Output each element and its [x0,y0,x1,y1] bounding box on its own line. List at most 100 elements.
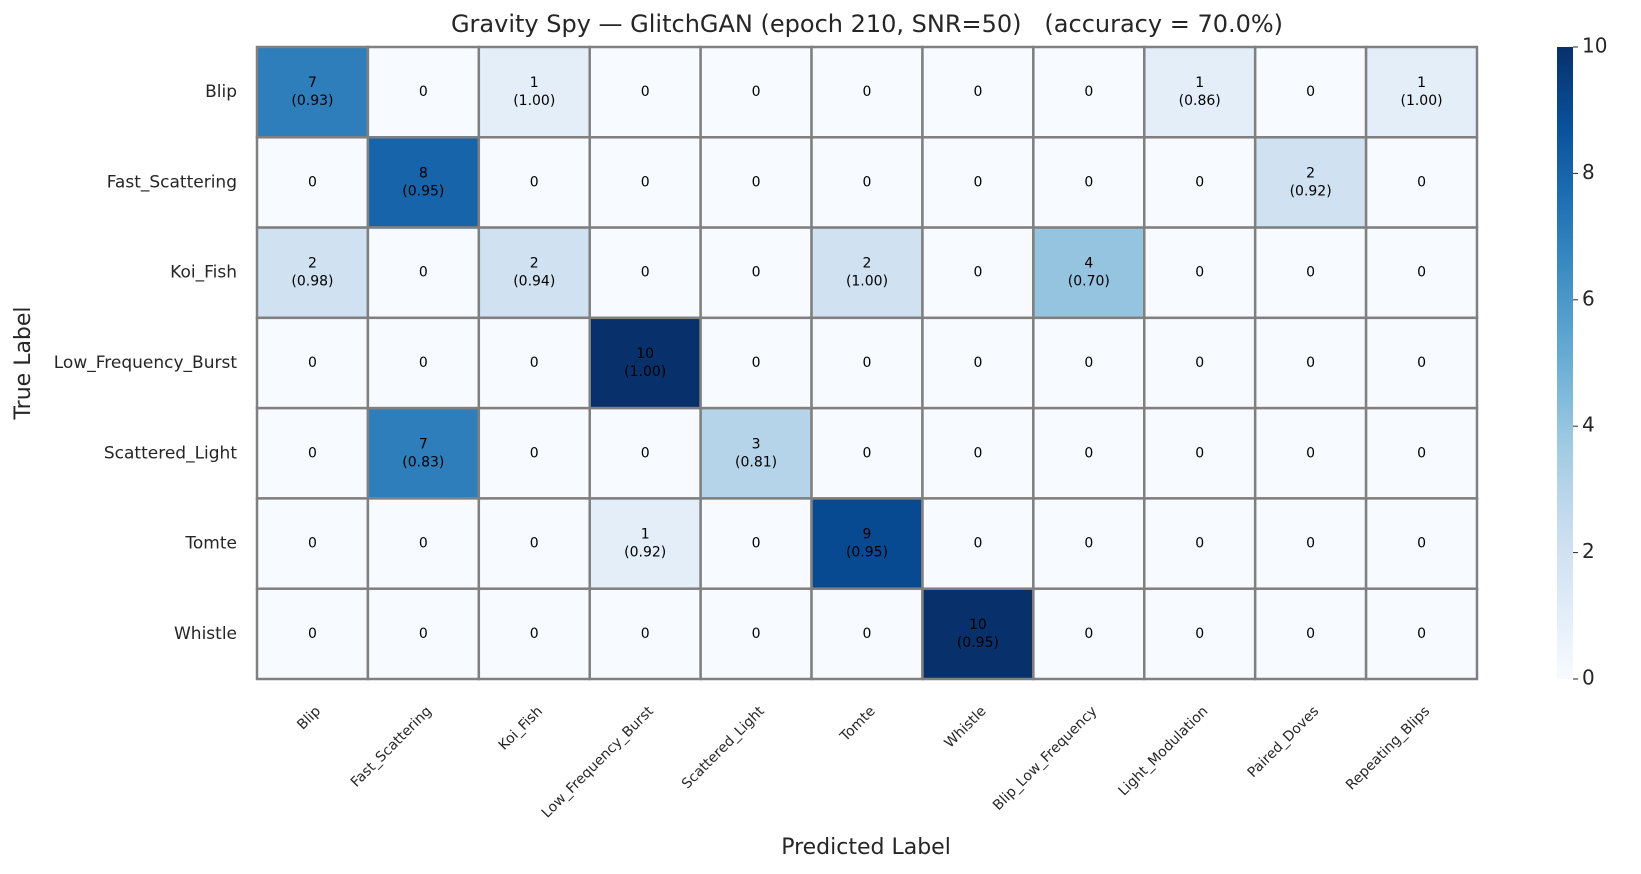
cell-count: 0 [973,445,982,461]
cell-count: 0 [419,84,428,100]
cell-confidence: (0.93) [291,93,333,109]
cell-count: 0 [308,536,317,552]
cell-count: 0 [1306,355,1315,371]
x-tick-label: Scattered_Light [679,703,768,792]
heatmap-cell [1364,45,1479,139]
cell-count: 0 [973,265,982,281]
heatmap-cell [366,45,481,139]
x-tick-label: Low_Frequency_Burst [539,703,657,821]
cell-count: 1 [1195,75,1204,91]
cell-count: 1 [641,527,650,543]
cell-count: 7 [419,436,428,452]
heatmap-cell [366,406,481,500]
cell-count: 0 [419,536,428,552]
heatmap-cell [1364,497,1479,590]
cell-count: 0 [973,174,982,190]
cell-count: 0 [530,536,539,552]
heatmap-cell [699,406,813,500]
cell-count: 10 [969,617,987,633]
cell-count: 0 [863,84,872,100]
heatmap-cell [1253,497,1368,590]
cell-count: 0 [419,265,428,281]
cell-count: 0 [641,445,650,461]
cell-confidence: (1.00) [1400,93,1442,109]
cell-confidence: (1.00) [513,93,555,109]
cell-count: 0 [752,174,761,190]
cell-confidence: (0.81) [735,454,777,470]
colorbar-tick-label: 8 [1582,160,1595,184]
cell-count: 0 [1417,265,1426,281]
heatmap-cell [1364,587,1479,681]
x-tick-label: Tomte [837,703,879,745]
heatmap-cell [921,316,1035,410]
heatmap-cell [699,497,813,590]
heatmap-cell [699,316,813,410]
cell-count: 3 [752,436,761,452]
cell-confidence: (0.83) [402,454,444,470]
cell-confidence: (0.94) [513,274,555,290]
heatmap-cell [588,406,702,500]
heatmap-cell [588,497,702,590]
cell-count: 0 [1195,174,1204,190]
cell-count: 0 [1306,626,1315,642]
heatmap-cell [588,226,702,320]
heatmap-cell [477,45,591,139]
cell-count: 0 [1417,626,1426,642]
cell-count: 0 [1195,355,1204,371]
y-axis-label: True Label [11,306,36,420]
y-tick-label: Tomte [184,534,237,554]
heatmap-cell [1364,226,1479,320]
cell-count: 0 [1084,355,1093,371]
heatmap-cell [1032,226,1146,320]
cell-count: 0 [1195,626,1204,642]
chart-title: Gravity Spy — GlitchGAN (epoch 210, SNR=… [451,10,1283,38]
cell-count: 1 [1417,75,1426,91]
cell-count: 0 [1195,265,1204,281]
cell-count: 0 [1417,445,1426,461]
cell-count: 0 [752,265,761,281]
cell-count: 0 [530,355,539,371]
heatmap-cell [810,406,924,500]
cell-count: 0 [1084,84,1093,100]
cell-count: 0 [641,265,650,281]
cell-count: 0 [1084,445,1093,461]
heatmap-cell [588,45,702,139]
heatmap-cell [366,136,481,229]
cell-count: 0 [530,445,539,461]
heatmap-cell [1364,406,1479,500]
x-tick-label: Fast_Scattering [348,703,435,790]
cell-count: 0 [1417,355,1426,371]
cell-confidence: (0.92) [1290,183,1332,199]
colorbar-tick-label: 2 [1582,539,1595,563]
cell-count: 0 [863,355,872,371]
colorbar [1557,47,1573,679]
heatmap-cell [921,587,1035,681]
cell-count: 2 [1306,165,1315,181]
cell-confidence: (0.95) [402,183,444,199]
cell-count: 0 [1306,84,1315,100]
heatmap-cell [1143,406,1257,500]
x-tick-label: Light_Modulation [1115,703,1211,799]
cell-count: 0 [1306,536,1315,552]
cell-count: 0 [1417,174,1426,190]
cell-count: 0 [752,355,761,371]
cell-confidence: (0.95) [846,545,888,561]
cell-count: 0 [752,626,761,642]
cell-confidence: (1.00) [846,274,888,290]
cell-count: 0 [752,536,761,552]
cell-count: 2 [863,256,872,272]
y-tick-label: Low_Frequency_Burst [54,353,238,373]
y-tick-label: Blip [205,82,237,102]
heatmap-cell [1253,136,1368,229]
colorbar-tick-label: 10 [1582,34,1607,58]
heatmap-cell [1364,316,1479,410]
cell-count: 0 [641,174,650,190]
cell-count: 2 [530,256,539,272]
heatmap-cell [477,497,591,590]
heatmap-cell [1143,587,1257,681]
cell-count: 9 [863,527,872,543]
cell-count: 10 [636,346,654,362]
heatmap-cell [255,45,370,139]
cell-count: 1 [530,75,539,91]
